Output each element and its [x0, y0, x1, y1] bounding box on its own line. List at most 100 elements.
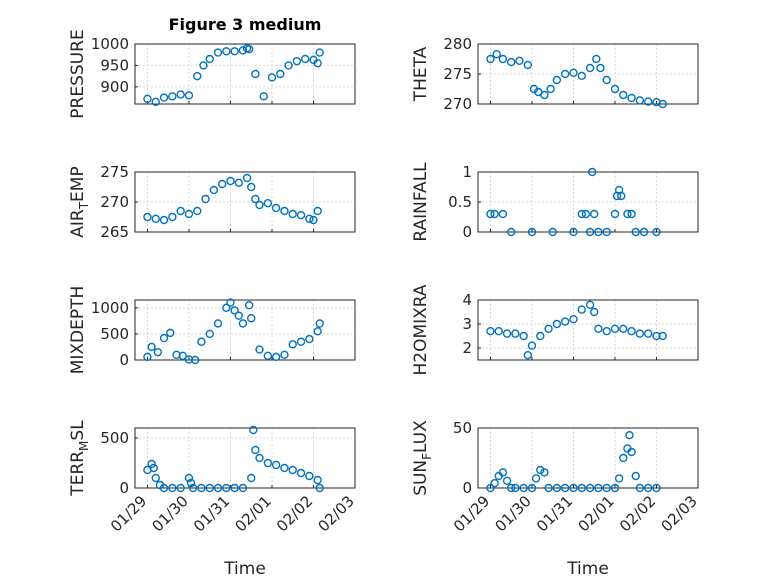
data-point	[617, 191, 626, 201]
x-tick-label: 01/29	[107, 492, 150, 535]
x-tick-label: 01/31	[190, 492, 233, 535]
data-point	[587, 167, 597, 177]
data-point	[569, 315, 578, 324]
data-point	[585, 227, 595, 237]
data-point	[276, 69, 285, 79]
data-point	[222, 483, 231, 493]
data-point	[271, 460, 281, 470]
data-point	[540, 90, 549, 100]
data-point	[494, 327, 503, 336]
data-point	[635, 483, 645, 493]
data-point	[527, 483, 537, 493]
data-point	[569, 227, 578, 237]
x-axis-label-left: Time	[223, 559, 266, 579]
data-point	[619, 324, 628, 333]
x-tick-label: 02/03	[658, 492, 701, 535]
data-point	[507, 57, 516, 67]
y-axis-label: PRESSURE	[68, 29, 88, 118]
data-point	[166, 328, 175, 338]
data-point	[259, 92, 268, 101]
data-point	[197, 483, 206, 493]
data-point	[184, 91, 194, 100]
data-point	[527, 227, 537, 237]
data-point	[560, 483, 570, 493]
data-point	[205, 483, 214, 493]
data-point	[247, 314, 256, 323]
data-point	[288, 209, 297, 219]
data-point	[267, 73, 277, 82]
data-point	[263, 458, 273, 468]
data-point	[315, 483, 324, 493]
data-point	[255, 453, 264, 463]
data-point	[213, 483, 223, 493]
data-point	[244, 44, 254, 54]
x-tick-label: 02/01	[232, 492, 275, 535]
data-point	[305, 471, 314, 481]
data-point	[585, 63, 595, 73]
data-point	[184, 209, 194, 219]
data-point	[577, 71, 586, 81]
data-point	[631, 471, 640, 481]
data-point	[610, 209, 620, 219]
subplot-rainfall: 0 0.5 1 RAINFALL	[411, 162, 699, 242]
data-point	[280, 350, 289, 359]
data-point	[594, 324, 603, 333]
y-tick-label: 1000	[91, 299, 129, 317]
y-tick-label: 3	[462, 315, 472, 333]
data-point	[190, 355, 200, 365]
x-axis-label-right: Time	[566, 559, 609, 579]
data-point	[143, 352, 152, 362]
data-point	[159, 483, 169, 493]
data-point	[658, 99, 667, 109]
y-tick-label: 900	[100, 78, 129, 96]
data-point	[230, 306, 239, 315]
data-point	[280, 206, 289, 216]
data-point	[569, 68, 578, 78]
data-point	[635, 96, 645, 105]
data-point	[271, 203, 281, 213]
data-point	[313, 475, 322, 485]
data-point	[251, 194, 260, 204]
x-tick-label: 02/01	[575, 492, 618, 535]
axes-box	[477, 427, 699, 489]
data-point	[193, 206, 202, 216]
data-point	[238, 319, 248, 328]
subplot-theta: 270 275 280 THETA	[411, 35, 699, 113]
y-axis-label: TERRMSL	[68, 420, 91, 497]
axes-box	[134, 43, 356, 105]
data-point	[176, 90, 185, 99]
data-point	[627, 327, 636, 336]
data-point	[280, 463, 289, 473]
data-point	[552, 483, 562, 493]
data-point	[643, 483, 653, 493]
data-point	[315, 48, 324, 57]
data-point	[313, 206, 322, 216]
y-axis-label: THETA	[411, 46, 431, 102]
data-point	[658, 331, 667, 341]
y-axis-label: H2OMIXRA	[411, 284, 431, 375]
data-point	[159, 93, 169, 102]
data-point	[614, 474, 624, 483]
data-point	[147, 342, 156, 352]
data-point	[222, 47, 231, 56]
data-point	[255, 345, 264, 354]
data-point	[552, 75, 562, 85]
data-point	[544, 483, 553, 493]
data-point	[313, 327, 322, 336]
data-point	[490, 209, 499, 219]
data-point	[643, 329, 653, 338]
data-point	[263, 198, 273, 208]
y-tick-label: 0.5	[448, 193, 472, 211]
data-point	[540, 468, 549, 477]
data-point	[511, 329, 520, 338]
data-point	[230, 483, 239, 493]
y-tick-label: 4	[462, 291, 472, 309]
data-point	[602, 227, 611, 237]
data-point	[247, 182, 256, 192]
data-point	[151, 473, 160, 483]
data-point	[147, 459, 156, 469]
data-point	[143, 94, 152, 104]
data-point	[188, 483, 198, 493]
data-point	[251, 445, 260, 455]
